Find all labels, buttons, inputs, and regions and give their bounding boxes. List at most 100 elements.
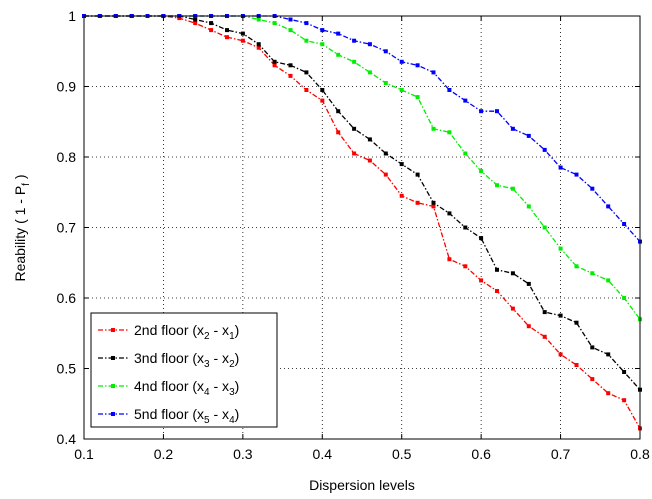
data-point: [320, 28, 325, 33]
data-point: [622, 296, 627, 300]
legend-label-part: 3: [229, 387, 235, 398]
legend-marker: [111, 328, 115, 332]
data-point: [510, 186, 515, 191]
data-point: [415, 200, 420, 205]
data-point: [479, 236, 484, 241]
data-point: [304, 21, 309, 26]
legend-label-part: 2nd floor (x: [134, 322, 204, 338]
data-point: [352, 38, 357, 43]
legend-label-part: 4: [204, 387, 210, 398]
data-point: [622, 370, 627, 374]
data-point: [606, 204, 611, 209]
data-point: [288, 28, 293, 33]
data-point: [510, 126, 515, 131]
data-point: [352, 59, 357, 64]
data-point: [558, 313, 563, 318]
data-point: [574, 320, 579, 325]
data-point: [383, 172, 388, 177]
legend-label-part: ): [235, 350, 240, 366]
data-point: [352, 151, 357, 156]
data-point: [447, 88, 452, 92]
data-point: [542, 147, 547, 152]
data-point: [526, 204, 531, 209]
data-point: [510, 271, 515, 276]
legend-label-part: 3: [204, 359, 210, 370]
legend-label-part: 1: [229, 331, 235, 342]
x-tick-label: 0.7: [551, 446, 571, 462]
x-tick-labels: 0.1 0.2 0.3 0.4 0.5 0.6 0.7 0.8: [74, 446, 650, 462]
legend-label-part: ): [235, 378, 240, 394]
data-point: [542, 334, 547, 339]
data-point: [606, 278, 611, 283]
data-point: [463, 98, 468, 103]
data-point: [304, 88, 309, 92]
data-point: [431, 200, 436, 205]
legend-label: 3nd floor (x3 - x2): [134, 350, 239, 370]
data-point: [352, 126, 357, 131]
y-tick-label: 0.7: [57, 220, 77, 236]
data-point: [574, 172, 579, 177]
data-point: [495, 267, 499, 272]
data-point: [288, 73, 293, 78]
data-point: [574, 264, 579, 269]
data-point: [526, 281, 531, 286]
data-point: [415, 95, 420, 100]
data-point: [526, 324, 531, 329]
data-point: [510, 306, 515, 311]
data-point: [590, 271, 595, 276]
legend-label-part: 2: [204, 331, 210, 342]
data-point: [542, 225, 547, 230]
data-point: [415, 63, 420, 68]
data-point: [240, 38, 245, 43]
data-point: [558, 352, 563, 357]
y-tick-label: 0.9: [57, 79, 77, 95]
data-point: [574, 363, 579, 367]
data-point: [209, 21, 214, 26]
x-tick-label: 0.4: [313, 446, 333, 462]
data-point: [558, 165, 563, 170]
data-point: [479, 278, 484, 283]
data-point: [177, 16, 182, 21]
y-tick-label: 0.5: [57, 361, 77, 377]
y-tick-label: 0.8: [57, 149, 77, 165]
data-point: [399, 193, 404, 198]
data-point: [606, 391, 611, 396]
data-point: [542, 310, 547, 315]
data-point: [622, 222, 627, 226]
legend-marker: [111, 384, 115, 388]
data-point: [399, 59, 404, 64]
data-point: [288, 63, 293, 68]
data-point: [447, 130, 452, 135]
data-point: [463, 225, 468, 230]
x-tick-label: 0.1: [74, 446, 94, 462]
x-tick-label: 0.6: [471, 446, 491, 462]
y-tick-label: 1: [68, 8, 76, 24]
legend-label-part: 2: [229, 359, 235, 370]
data-point: [479, 109, 484, 114]
legend-label: 4nd floor (x4 - x3): [134, 378, 239, 398]
x-tick-label: 0.2: [154, 446, 174, 462]
data-point: [399, 88, 404, 92]
data-point: [304, 38, 309, 43]
series-line: [84, 15, 641, 320]
legend-label-part: - x: [210, 406, 229, 422]
data-point: [320, 88, 325, 92]
data-point: [367, 137, 372, 142]
legend-item: 3nd floor (x3 - x2): [98, 350, 239, 370]
data-point: [558, 246, 563, 251]
data-point: [367, 42, 372, 47]
legend-label-part: - x: [210, 350, 229, 366]
legend-label-part: 4: [229, 415, 235, 426]
series-line: [84, 15, 641, 391]
data-point: [336, 130, 341, 135]
legend-item: 4nd floor (x4 - x3): [98, 378, 239, 398]
data-point: [209, 28, 214, 33]
data-point: [447, 257, 452, 262]
x-tick-label: 0.3: [233, 446, 253, 462]
data-point: [336, 31, 341, 36]
legend-box: [90, 312, 278, 428]
data-point: [590, 186, 595, 191]
data-point: [272, 21, 277, 26]
data-point: [526, 133, 531, 138]
